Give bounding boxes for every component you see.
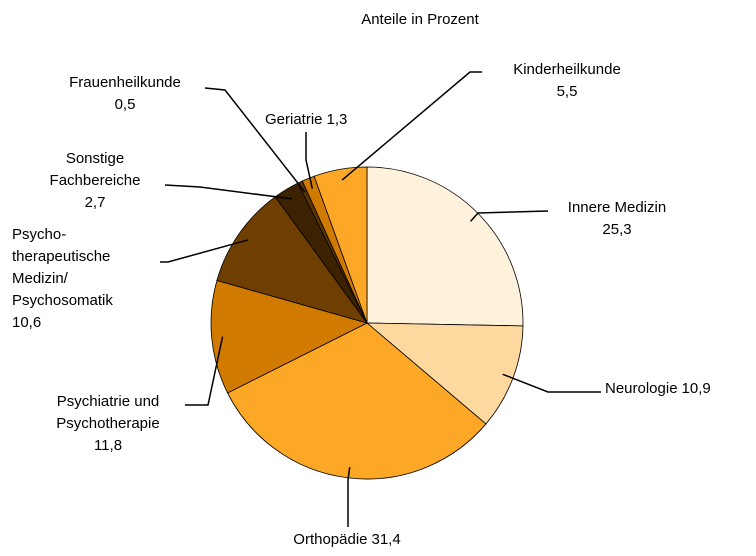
value-label: 11,8 xyxy=(94,437,122,454)
value-label: 31,4 xyxy=(372,531,401,548)
leader-line xyxy=(160,239,249,263)
leader-line xyxy=(305,132,314,189)
leader-line xyxy=(185,336,224,406)
leader-line xyxy=(347,466,351,527)
leader-line xyxy=(469,210,549,222)
value-label: 2,7 xyxy=(85,194,106,211)
leader-line xyxy=(204,87,306,193)
value-label: 0,5 xyxy=(115,96,136,113)
pie-slice xyxy=(210,279,369,394)
chart-title: Anteile in Prozent xyxy=(361,11,479,28)
slice-label: Kinderheilkunde xyxy=(513,61,621,78)
slice-label: Neurologie xyxy=(605,380,678,397)
value-label: 10,6 xyxy=(12,314,41,331)
pie-slice xyxy=(216,196,369,324)
value-label: 1,3 xyxy=(327,111,348,128)
leader-line xyxy=(502,373,601,393)
leader-line xyxy=(164,184,293,200)
pie-slice xyxy=(366,166,524,327)
pie-slice xyxy=(313,166,368,324)
value-label: 25,3 xyxy=(602,221,631,238)
leader-line xyxy=(341,71,482,181)
value-label: 5,5 xyxy=(557,83,578,100)
slice-label: Sonstige Fachbereiche xyxy=(50,150,141,189)
slice-label: Psycho-therapeutische Medizin/Psychosomat… xyxy=(12,226,113,309)
slice-label: Geriatrie xyxy=(265,111,323,128)
slice-label: Innere Medizin xyxy=(568,199,666,216)
value-label: 10,9 xyxy=(682,380,711,397)
slice-label: Psychiatrie und Psychotherapie xyxy=(56,393,159,432)
slice-label: Frauenheilkunde xyxy=(69,74,181,91)
slice-label: Orthopädie xyxy=(293,531,367,548)
